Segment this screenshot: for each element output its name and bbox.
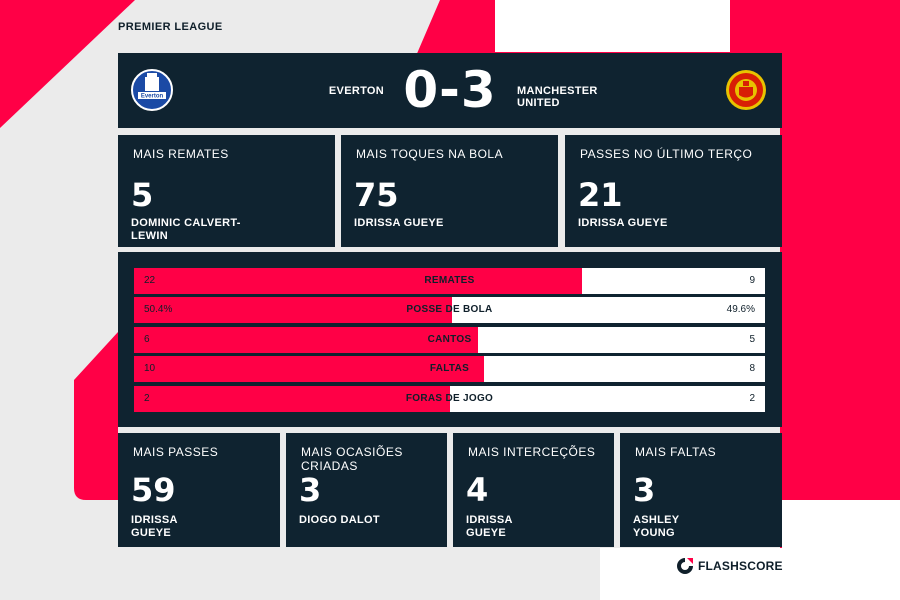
home-team-name: EVERTON: [328, 85, 384, 97]
home-value: 6: [144, 334, 150, 345]
stat-card-player: ASHLEY YOUNG: [633, 514, 680, 539]
stat-card-value: 21: [578, 176, 623, 214]
stat-label: FALTAS: [429, 363, 470, 374]
match-score: 0-3: [403, 61, 497, 119]
stat-card-label: PASSES NO ÚLTIMO TERÇO: [580, 147, 753, 161]
stat-card-player: IDRISSA GUEYE: [131, 514, 178, 539]
stat-card-value: 3: [633, 471, 656, 509]
home-value: 2: [144, 393, 150, 404]
stat-card-label: MAIS INTERCEÇÕES: [468, 445, 596, 459]
comparison-row-fouls: 10 FALTAS 8: [134, 356, 765, 382]
comparison-row-offsides: 2 FORAS DE JOGO 2: [134, 386, 765, 412]
flashscore-icon: [677, 558, 693, 574]
stat-card-value: 3: [299, 471, 322, 509]
away-value: 9: [749, 275, 755, 286]
home-bar-fill: [134, 356, 485, 382]
manchester-united-crest-icon: [726, 70, 766, 110]
stat-card-player: DIOGO DALOT: [299, 514, 380, 526]
stat-card-most-passes: MAIS PASSES 59 IDRISSA GUEYE: [118, 433, 280, 547]
stat-card-label: MAIS TOQUES NA BOLA: [356, 147, 504, 161]
stat-card-most-fouls: MAIS FALTAS 3 ASHLEY YOUNG: [620, 433, 782, 547]
home-value: 50.4%: [144, 304, 173, 315]
home-bar-fill: [134, 297, 453, 323]
stat-card-player: IDRISSA GUEYE: [578, 217, 668, 229]
away-value: 8: [749, 363, 755, 374]
flashscore-logo: FLASHSCORE: [676, 556, 786, 576]
stat-card-label: MAIS OCASIÕES CRIADAS: [301, 445, 403, 473]
home-bar-fill: [134, 268, 582, 294]
comparison-row-shots: 22 REMATES 9: [134, 268, 765, 294]
away-value: 2: [749, 393, 755, 404]
everton-crest-icon: Everton: [131, 69, 173, 111]
away-value: 49.6%: [726, 304, 755, 315]
away-value: 5: [749, 334, 755, 345]
stat-card-player: IDRISSA GUEYE: [466, 514, 513, 539]
home-bar-fill: [134, 386, 450, 412]
home-crest-text: Everton: [141, 94, 164, 100]
comparison-row-corners: 6 CANTOS 5: [134, 327, 765, 353]
stat-card-label: MAIS FALTAS: [635, 445, 717, 459]
home-bar-fill: [134, 327, 478, 353]
stat-label: CANTOS: [427, 334, 472, 345]
stat-card-player: DOMINIC CALVERT-LEWIN: [131, 217, 241, 242]
stat-card-label: MAIS REMATES: [133, 147, 229, 161]
home-value: 22: [144, 275, 156, 286]
comparison-row-possession: 50.4% POSSE DE BOLA 49.6%: [134, 297, 765, 323]
stat-label: FORAS DE JOGO: [405, 393, 494, 404]
stat-card-value: 75: [354, 176, 399, 214]
brand-name: FLASHSCORE: [698, 559, 783, 573]
stat-card-most-interceptions: MAIS INTERCEÇÕES 4 IDRISSA GUEYE: [453, 433, 614, 547]
stat-card-most-shots: MAIS REMATES 5 DOMINIC CALVERT-LEWIN: [118, 135, 335, 247]
stat-card-player: IDRISSA GUEYE: [354, 217, 444, 229]
stat-card-value: 4: [466, 471, 489, 509]
stat-label: REMATES: [424, 275, 475, 286]
stat-card-value: 59: [131, 471, 176, 509]
stat-card-most-touches: MAIS TOQUES NA BOLA 75 IDRISSA GUEYE: [341, 135, 558, 247]
stat-card-most-chances-created: MAIS OCASIÕES CRIADAS 3 DIOGO DALOT: [286, 433, 447, 547]
home-value: 10: [144, 363, 156, 374]
team-comparison: 22 REMATES 9 50.4% POSSE DE BOLA 49.6% 6…: [118, 252, 782, 427]
stat-card-label: MAIS PASSES: [133, 445, 219, 459]
score-header: Everton EVERTON 0-3 MANCHESTER UNITED: [118, 53, 782, 128]
stat-card-final-third-passes: PASSES NO ÚLTIMO TERÇO 21 IDRISSA GUEYE: [565, 135, 782, 247]
stat-label: POSSE DE BOLA: [406, 304, 493, 315]
away-team-name: MANCHESTER UNITED: [517, 85, 598, 109]
league-name: PREMIER LEAGUE: [118, 21, 223, 33]
stat-card-value: 5: [131, 176, 154, 214]
